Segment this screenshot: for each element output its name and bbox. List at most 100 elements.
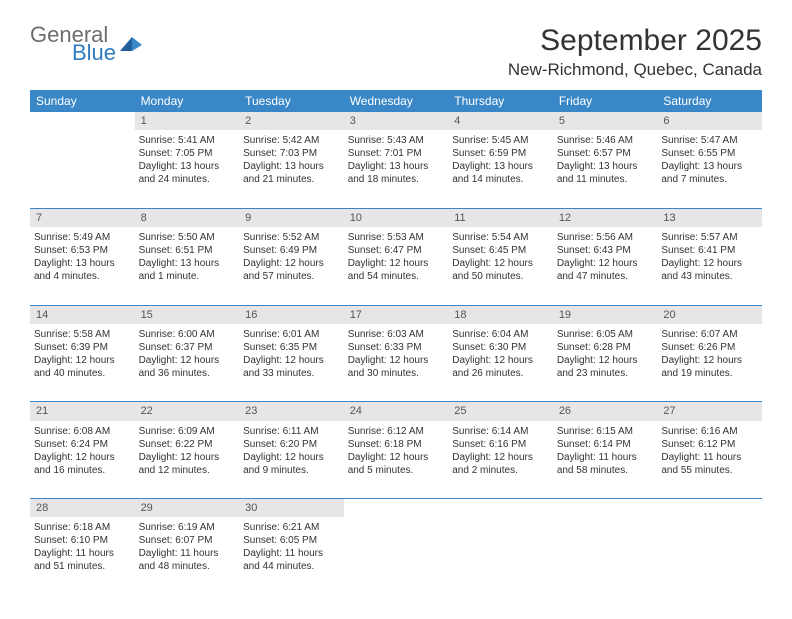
day-cell: Sunrise: 5:52 AMSunset: 6:49 PMDaylight:… (239, 227, 344, 305)
daylight-text: Daylight: 12 hours and 57 minutes. (243, 257, 340, 283)
day-cell: Sunrise: 6:04 AMSunset: 6:30 PMDaylight:… (448, 324, 553, 402)
daylight-text: Daylight: 13 hours and 7 minutes. (661, 160, 758, 186)
sunset-text: Sunset: 7:01 PM (348, 147, 445, 160)
day-content: Sunrise: 6:12 AMSunset: 6:18 PMDaylight:… (348, 423, 445, 477)
day-content: Sunrise: 5:50 AMSunset: 6:51 PMDaylight:… (139, 229, 236, 283)
sunset-text: Sunset: 6:16 PM (452, 438, 549, 451)
day-cell: Sunrise: 5:41 AMSunset: 7:05 PMDaylight:… (135, 130, 240, 208)
day-cell: Sunrise: 6:14 AMSunset: 6:16 PMDaylight:… (448, 421, 553, 499)
location-label: New-Richmond, Quebec, Canada (508, 60, 762, 80)
daylight-text: Daylight: 13 hours and 21 minutes. (243, 160, 340, 186)
dayhead-tue: Tuesday (239, 90, 344, 112)
sunrise-text: Sunrise: 6:08 AM (34, 425, 131, 438)
day-content: Sunrise: 6:03 AMSunset: 6:33 PMDaylight:… (348, 326, 445, 380)
day-number: 14 (30, 305, 135, 324)
day-cell: Sunrise: 6:12 AMSunset: 6:18 PMDaylight:… (344, 421, 449, 499)
sunset-text: Sunset: 6:53 PM (34, 244, 131, 257)
day-content: Sunrise: 5:45 AMSunset: 6:59 PMDaylight:… (452, 132, 549, 186)
day-cell: Sunrise: 6:09 AMSunset: 6:22 PMDaylight:… (135, 421, 240, 499)
sunrise-text: Sunrise: 5:54 AM (452, 231, 549, 244)
day-cell: Sunrise: 5:42 AMSunset: 7:03 PMDaylight:… (239, 130, 344, 208)
day-cell: Sunrise: 6:15 AMSunset: 6:14 PMDaylight:… (553, 421, 658, 499)
sunrise-text: Sunrise: 6:07 AM (661, 328, 758, 341)
day-content: Sunrise: 5:54 AMSunset: 6:45 PMDaylight:… (452, 229, 549, 283)
day-cell: Sunrise: 6:03 AMSunset: 6:33 PMDaylight:… (344, 324, 449, 402)
sunset-text: Sunset: 6:05 PM (243, 534, 340, 547)
sunrise-text: Sunrise: 6:11 AM (243, 425, 340, 438)
day-number: 23 (239, 402, 344, 421)
day-cell (344, 517, 449, 595)
day-content: Sunrise: 5:56 AMSunset: 6:43 PMDaylight:… (557, 229, 654, 283)
day-cell: Sunrise: 5:53 AMSunset: 6:47 PMDaylight:… (344, 227, 449, 305)
sunset-text: Sunset: 6:24 PM (34, 438, 131, 451)
dayhead-fri: Friday (553, 90, 658, 112)
sunset-text: Sunset: 6:57 PM (557, 147, 654, 160)
daylight-text: Daylight: 13 hours and 18 minutes. (348, 160, 445, 186)
sunset-text: Sunset: 6:59 PM (452, 147, 549, 160)
daylight-text: Daylight: 11 hours and 51 minutes. (34, 547, 131, 573)
day-content: Sunrise: 5:49 AMSunset: 6:53 PMDaylight:… (34, 229, 131, 283)
day-number: 9 (239, 208, 344, 227)
day-number (448, 499, 553, 518)
dayhead-thu: Thursday (448, 90, 553, 112)
sunrise-text: Sunrise: 6:04 AM (452, 328, 549, 341)
day-content: Sunrise: 6:19 AMSunset: 6:07 PMDaylight:… (139, 519, 236, 573)
day-cell: Sunrise: 6:16 AMSunset: 6:12 PMDaylight:… (657, 421, 762, 499)
day-number: 19 (553, 305, 658, 324)
sunrise-text: Sunrise: 6:09 AM (139, 425, 236, 438)
day-content: Sunrise: 6:18 AMSunset: 6:10 PMDaylight:… (34, 519, 131, 573)
sunrise-text: Sunrise: 6:14 AM (452, 425, 549, 438)
daynum-row: 123456 (30, 112, 762, 130)
sunrise-text: Sunrise: 5:50 AM (139, 231, 236, 244)
sunset-text: Sunset: 6:26 PM (661, 341, 758, 354)
month-title: September 2025 (508, 24, 762, 58)
sunrise-text: Sunrise: 6:19 AM (139, 521, 236, 534)
day-content: Sunrise: 6:16 AMSunset: 6:12 PMDaylight:… (661, 423, 758, 477)
day-content: Sunrise: 6:04 AMSunset: 6:30 PMDaylight:… (452, 326, 549, 380)
calendar-body: 123456Sunrise: 5:41 AMSunset: 7:05 PMDay… (30, 112, 762, 595)
day-cell: Sunrise: 6:11 AMSunset: 6:20 PMDaylight:… (239, 421, 344, 499)
day-number: 15 (135, 305, 240, 324)
sunrise-text: Sunrise: 6:18 AM (34, 521, 131, 534)
sunrise-text: Sunrise: 5:47 AM (661, 134, 758, 147)
sunrise-text: Sunrise: 6:00 AM (139, 328, 236, 341)
sunset-text: Sunset: 6:55 PM (661, 147, 758, 160)
day-cell: Sunrise: 6:19 AMSunset: 6:07 PMDaylight:… (135, 517, 240, 595)
calendar-table: Sunday Monday Tuesday Wednesday Thursday… (30, 90, 762, 595)
day-cell: Sunrise: 6:08 AMSunset: 6:24 PMDaylight:… (30, 421, 135, 499)
sunrise-text: Sunrise: 5:42 AM (243, 134, 340, 147)
daylight-text: Daylight: 12 hours and 2 minutes. (452, 451, 549, 477)
dayhead-sun: Sunday (30, 90, 135, 112)
daylight-text: Daylight: 12 hours and 12 minutes. (139, 451, 236, 477)
day-cell (553, 517, 658, 595)
daylight-text: Daylight: 11 hours and 44 minutes. (243, 547, 340, 573)
day-cell: Sunrise: 6:00 AMSunset: 6:37 PMDaylight:… (135, 324, 240, 402)
day-content: Sunrise: 6:09 AMSunset: 6:22 PMDaylight:… (139, 423, 236, 477)
day-number: 21 (30, 402, 135, 421)
day-number: 30 (239, 499, 344, 518)
sunset-text: Sunset: 6:43 PM (557, 244, 654, 257)
sunset-text: Sunset: 7:03 PM (243, 147, 340, 160)
day-cell: Sunrise: 6:07 AMSunset: 6:26 PMDaylight:… (657, 324, 762, 402)
day-number: 24 (344, 402, 449, 421)
day-cell: Sunrise: 6:05 AMSunset: 6:28 PMDaylight:… (553, 324, 658, 402)
day-number (553, 499, 658, 518)
day-cell: Sunrise: 5:47 AMSunset: 6:55 PMDaylight:… (657, 130, 762, 208)
sunrise-text: Sunrise: 6:03 AM (348, 328, 445, 341)
calendar-page: General Blue September 2025 New-Richmond… (0, 0, 792, 619)
daylight-text: Daylight: 12 hours and 23 minutes. (557, 354, 654, 380)
sunset-text: Sunset: 7:05 PM (139, 147, 236, 160)
day-cell: Sunrise: 5:46 AMSunset: 6:57 PMDaylight:… (553, 130, 658, 208)
day-number: 3 (344, 112, 449, 130)
day-number: 5 (553, 112, 658, 130)
daylight-text: Daylight: 12 hours and 50 minutes. (452, 257, 549, 283)
day-cell: Sunrise: 5:43 AMSunset: 7:01 PMDaylight:… (344, 130, 449, 208)
day-cell: Sunrise: 6:21 AMSunset: 6:05 PMDaylight:… (239, 517, 344, 595)
sunrise-text: Sunrise: 6:16 AM (661, 425, 758, 438)
sunset-text: Sunset: 6:07 PM (139, 534, 236, 547)
day-cell: Sunrise: 5:54 AMSunset: 6:45 PMDaylight:… (448, 227, 553, 305)
day-number: 11 (448, 208, 553, 227)
day-number: 25 (448, 402, 553, 421)
sunrise-text: Sunrise: 6:05 AM (557, 328, 654, 341)
sunset-text: Sunset: 6:45 PM (452, 244, 549, 257)
